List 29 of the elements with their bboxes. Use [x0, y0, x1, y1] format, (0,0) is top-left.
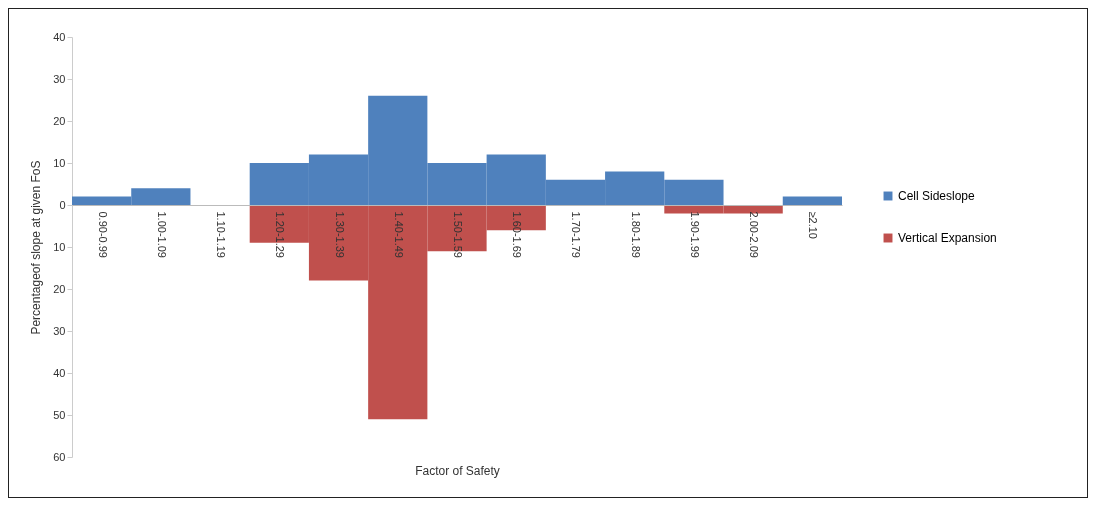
x-tick-label: 1.80-1.89 [629, 211, 642, 258]
x-tick-label: 1.90-1.99 [688, 211, 701, 258]
y-tick-label: 30 [53, 324, 66, 337]
x-tick-label: 1.40-1.49 [392, 211, 405, 258]
y-tick-label: 40 [53, 366, 66, 379]
x-tick-label: 1.10-1.19 [215, 211, 228, 258]
x-tick-label: 1.50-1.59 [452, 211, 464, 258]
x-tick-label: 1.70-1.79 [570, 211, 583, 258]
x-tick-label: 1.20-1.29 [274, 211, 287, 258]
legend-label: Cell Sideslope [898, 189, 976, 203]
y-tick-label: 20 [53, 114, 66, 127]
x-tick-label: 0.90-0.99 [96, 211, 109, 258]
x-tick-label: ≥2.10 [807, 211, 820, 239]
y-tick-label: 50 [53, 408, 66, 421]
x-tick-label: 1.30-1.39 [333, 211, 346, 258]
y-axis-title: Percentageof slope at given FoS [29, 160, 44, 335]
y-tick-label: 60 [53, 450, 66, 463]
y-tick-label: 40 [53, 30, 66, 43]
y-tick-label: 30 [53, 72, 66, 85]
y-tick-label: 10 [53, 156, 66, 169]
y-tick-label: 10 [53, 240, 66, 253]
legend-label: Vertical Expansion [898, 231, 997, 245]
bar [782, 196, 842, 205]
x-tick-label: 1.60-1.69 [511, 211, 524, 258]
x-tick-label: 2.00-2.09 [748, 211, 761, 258]
y-tick-label: 0 [59, 198, 66, 211]
x-tick-label: 1.00-1.09 [155, 211, 168, 258]
y-tick-label: 20 [53, 282, 66, 295]
x-axis-title: Factor of Safety [415, 463, 500, 478]
